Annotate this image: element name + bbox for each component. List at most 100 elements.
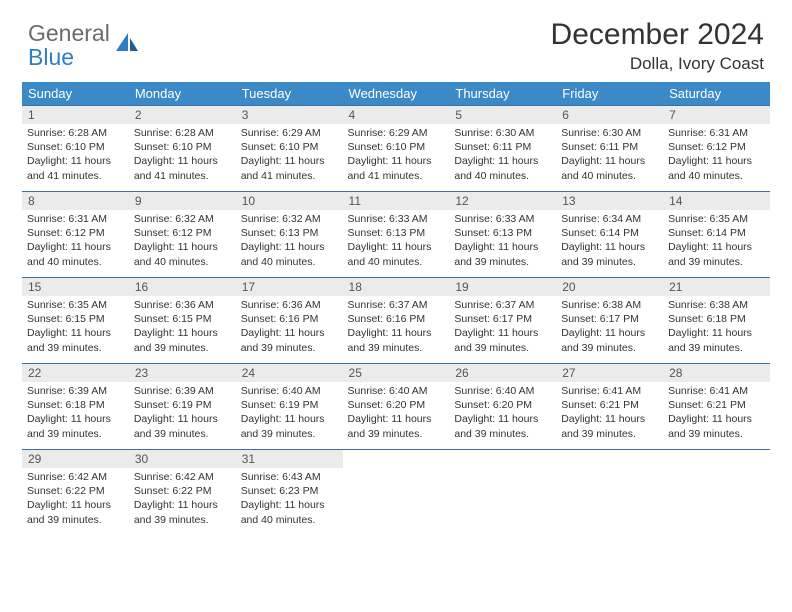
- weekday-header: Monday: [129, 82, 236, 106]
- day-number: 30: [129, 450, 236, 468]
- day-body: Sunrise: 6:40 AMSunset: 6:20 PMDaylight:…: [449, 382, 556, 445]
- day-number: 1: [22, 106, 129, 124]
- calendar-cell: 8Sunrise: 6:31 AMSunset: 6:12 PMDaylight…: [22, 192, 129, 278]
- weekday-header: Sunday: [22, 82, 129, 106]
- day-number: 12: [449, 192, 556, 210]
- day-body: Sunrise: 6:31 AMSunset: 6:12 PMDaylight:…: [663, 124, 770, 187]
- day-number: 27: [556, 364, 663, 382]
- weekday-header-row: Sunday Monday Tuesday Wednesday Thursday…: [22, 82, 770, 106]
- day-body: Sunrise: 6:29 AMSunset: 6:10 PMDaylight:…: [343, 124, 450, 187]
- calendar-body: 1Sunrise: 6:28 AMSunset: 6:10 PMDaylight…: [22, 106, 770, 536]
- day-body: Sunrise: 6:35 AMSunset: 6:15 PMDaylight:…: [22, 296, 129, 359]
- weekday-header: Friday: [556, 82, 663, 106]
- day-body: Sunrise: 6:38 AMSunset: 6:17 PMDaylight:…: [556, 296, 663, 359]
- calendar-cell: 5Sunrise: 6:30 AMSunset: 6:11 PMDaylight…: [449, 106, 556, 192]
- day-number: 29: [22, 450, 129, 468]
- day-number: 15: [22, 278, 129, 296]
- day-number: 16: [129, 278, 236, 296]
- calendar-row: 15Sunrise: 6:35 AMSunset: 6:15 PMDayligh…: [22, 278, 770, 364]
- calendar-cell: 20Sunrise: 6:38 AMSunset: 6:17 PMDayligh…: [556, 278, 663, 364]
- calendar-cell: 19Sunrise: 6:37 AMSunset: 6:17 PMDayligh…: [449, 278, 556, 364]
- day-number: 31: [236, 450, 343, 468]
- brand-line2: Blue: [28, 46, 110, 69]
- calendar-cell: 21Sunrise: 6:38 AMSunset: 6:18 PMDayligh…: [663, 278, 770, 364]
- calendar-cell: 7Sunrise: 6:31 AMSunset: 6:12 PMDaylight…: [663, 106, 770, 192]
- day-body: Sunrise: 6:41 AMSunset: 6:21 PMDaylight:…: [663, 382, 770, 445]
- calendar-cell: 31Sunrise: 6:43 AMSunset: 6:23 PMDayligh…: [236, 450, 343, 536]
- calendar-cell: 27Sunrise: 6:41 AMSunset: 6:21 PMDayligh…: [556, 364, 663, 450]
- day-number: 9: [129, 192, 236, 210]
- calendar-cell: 22Sunrise: 6:39 AMSunset: 6:18 PMDayligh…: [22, 364, 129, 450]
- location-label: Dolla, Ivory Coast: [551, 54, 764, 74]
- sail-icon: [114, 31, 140, 60]
- month-title: December 2024: [551, 18, 764, 52]
- day-body: Sunrise: 6:34 AMSunset: 6:14 PMDaylight:…: [556, 210, 663, 273]
- weekday-header: Wednesday: [343, 82, 450, 106]
- day-number: 11: [343, 192, 450, 210]
- day-body: Sunrise: 6:30 AMSunset: 6:11 PMDaylight:…: [556, 124, 663, 187]
- calendar-cell: 10Sunrise: 6:32 AMSunset: 6:13 PMDayligh…: [236, 192, 343, 278]
- day-number: 2: [129, 106, 236, 124]
- day-body: Sunrise: 6:31 AMSunset: 6:12 PMDaylight:…: [22, 210, 129, 273]
- calendar-cell: 26Sunrise: 6:40 AMSunset: 6:20 PMDayligh…: [449, 364, 556, 450]
- calendar-cell: 3Sunrise: 6:29 AMSunset: 6:10 PMDaylight…: [236, 106, 343, 192]
- day-body: Sunrise: 6:37 AMSunset: 6:16 PMDaylight:…: [343, 296, 450, 359]
- day-body: Sunrise: 6:41 AMSunset: 6:21 PMDaylight:…: [556, 382, 663, 445]
- calendar-table: Sunday Monday Tuesday Wednesday Thursday…: [22, 82, 770, 536]
- day-number: 26: [449, 364, 556, 382]
- day-body: Sunrise: 6:30 AMSunset: 6:11 PMDaylight:…: [449, 124, 556, 187]
- day-number: 25: [343, 364, 450, 382]
- day-number: 4: [343, 106, 450, 124]
- calendar-row: 8Sunrise: 6:31 AMSunset: 6:12 PMDaylight…: [22, 192, 770, 278]
- calendar-cell: 23Sunrise: 6:39 AMSunset: 6:19 PMDayligh…: [129, 364, 236, 450]
- calendar-row: 1Sunrise: 6:28 AMSunset: 6:10 PMDaylight…: [22, 106, 770, 192]
- calendar-cell: 9Sunrise: 6:32 AMSunset: 6:12 PMDaylight…: [129, 192, 236, 278]
- calendar-cell: 14Sunrise: 6:35 AMSunset: 6:14 PMDayligh…: [663, 192, 770, 278]
- calendar-cell-empty: [343, 450, 450, 536]
- day-body: Sunrise: 6:37 AMSunset: 6:17 PMDaylight:…: [449, 296, 556, 359]
- calendar-cell: 18Sunrise: 6:37 AMSunset: 6:16 PMDayligh…: [343, 278, 450, 364]
- day-number: 19: [449, 278, 556, 296]
- calendar-cell: 16Sunrise: 6:36 AMSunset: 6:15 PMDayligh…: [129, 278, 236, 364]
- day-body: Sunrise: 6:38 AMSunset: 6:18 PMDaylight:…: [663, 296, 770, 359]
- calendar-cell-empty: [449, 450, 556, 536]
- day-number: 21: [663, 278, 770, 296]
- calendar-cell: 2Sunrise: 6:28 AMSunset: 6:10 PMDaylight…: [129, 106, 236, 192]
- calendar-row: 22Sunrise: 6:39 AMSunset: 6:18 PMDayligh…: [22, 364, 770, 450]
- day-number: 24: [236, 364, 343, 382]
- calendar-cell: 30Sunrise: 6:42 AMSunset: 6:22 PMDayligh…: [129, 450, 236, 536]
- day-number: 22: [22, 364, 129, 382]
- weekday-header: Thursday: [449, 82, 556, 106]
- calendar-cell: 25Sunrise: 6:40 AMSunset: 6:20 PMDayligh…: [343, 364, 450, 450]
- day-body: Sunrise: 6:42 AMSunset: 6:22 PMDaylight:…: [22, 468, 129, 531]
- weekday-header: Tuesday: [236, 82, 343, 106]
- day-number: 6: [556, 106, 663, 124]
- calendar-cell: 17Sunrise: 6:36 AMSunset: 6:16 PMDayligh…: [236, 278, 343, 364]
- calendar-row: 29Sunrise: 6:42 AMSunset: 6:22 PMDayligh…: [22, 450, 770, 536]
- day-number: 5: [449, 106, 556, 124]
- day-number: 28: [663, 364, 770, 382]
- day-number: 3: [236, 106, 343, 124]
- day-number: 8: [22, 192, 129, 210]
- day-body: Sunrise: 6:32 AMSunset: 6:12 PMDaylight:…: [129, 210, 236, 273]
- day-body: Sunrise: 6:33 AMSunset: 6:13 PMDaylight:…: [343, 210, 450, 273]
- day-body: Sunrise: 6:36 AMSunset: 6:16 PMDaylight:…: [236, 296, 343, 359]
- day-body: Sunrise: 6:33 AMSunset: 6:13 PMDaylight:…: [449, 210, 556, 273]
- calendar-cell: 4Sunrise: 6:29 AMSunset: 6:10 PMDaylight…: [343, 106, 450, 192]
- day-body: Sunrise: 6:43 AMSunset: 6:23 PMDaylight:…: [236, 468, 343, 531]
- day-body: Sunrise: 6:36 AMSunset: 6:15 PMDaylight:…: [129, 296, 236, 359]
- calendar-cell: 15Sunrise: 6:35 AMSunset: 6:15 PMDayligh…: [22, 278, 129, 364]
- day-body: Sunrise: 6:32 AMSunset: 6:13 PMDaylight:…: [236, 210, 343, 273]
- calendar-cell: 1Sunrise: 6:28 AMSunset: 6:10 PMDaylight…: [22, 106, 129, 192]
- day-body: Sunrise: 6:35 AMSunset: 6:14 PMDaylight:…: [663, 210, 770, 273]
- calendar-cell: 28Sunrise: 6:41 AMSunset: 6:21 PMDayligh…: [663, 364, 770, 450]
- calendar-cell: 12Sunrise: 6:33 AMSunset: 6:13 PMDayligh…: [449, 192, 556, 278]
- calendar-cell: 13Sunrise: 6:34 AMSunset: 6:14 PMDayligh…: [556, 192, 663, 278]
- calendar-cell: 24Sunrise: 6:40 AMSunset: 6:19 PMDayligh…: [236, 364, 343, 450]
- header: General Blue December 2024 Dolla, Ivory …: [0, 0, 792, 82]
- day-number: 13: [556, 192, 663, 210]
- calendar-cell: 29Sunrise: 6:42 AMSunset: 6:22 PMDayligh…: [22, 450, 129, 536]
- day-body: Sunrise: 6:28 AMSunset: 6:10 PMDaylight:…: [129, 124, 236, 187]
- day-body: Sunrise: 6:42 AMSunset: 6:22 PMDaylight:…: [129, 468, 236, 531]
- calendar-cell: 6Sunrise: 6:30 AMSunset: 6:11 PMDaylight…: [556, 106, 663, 192]
